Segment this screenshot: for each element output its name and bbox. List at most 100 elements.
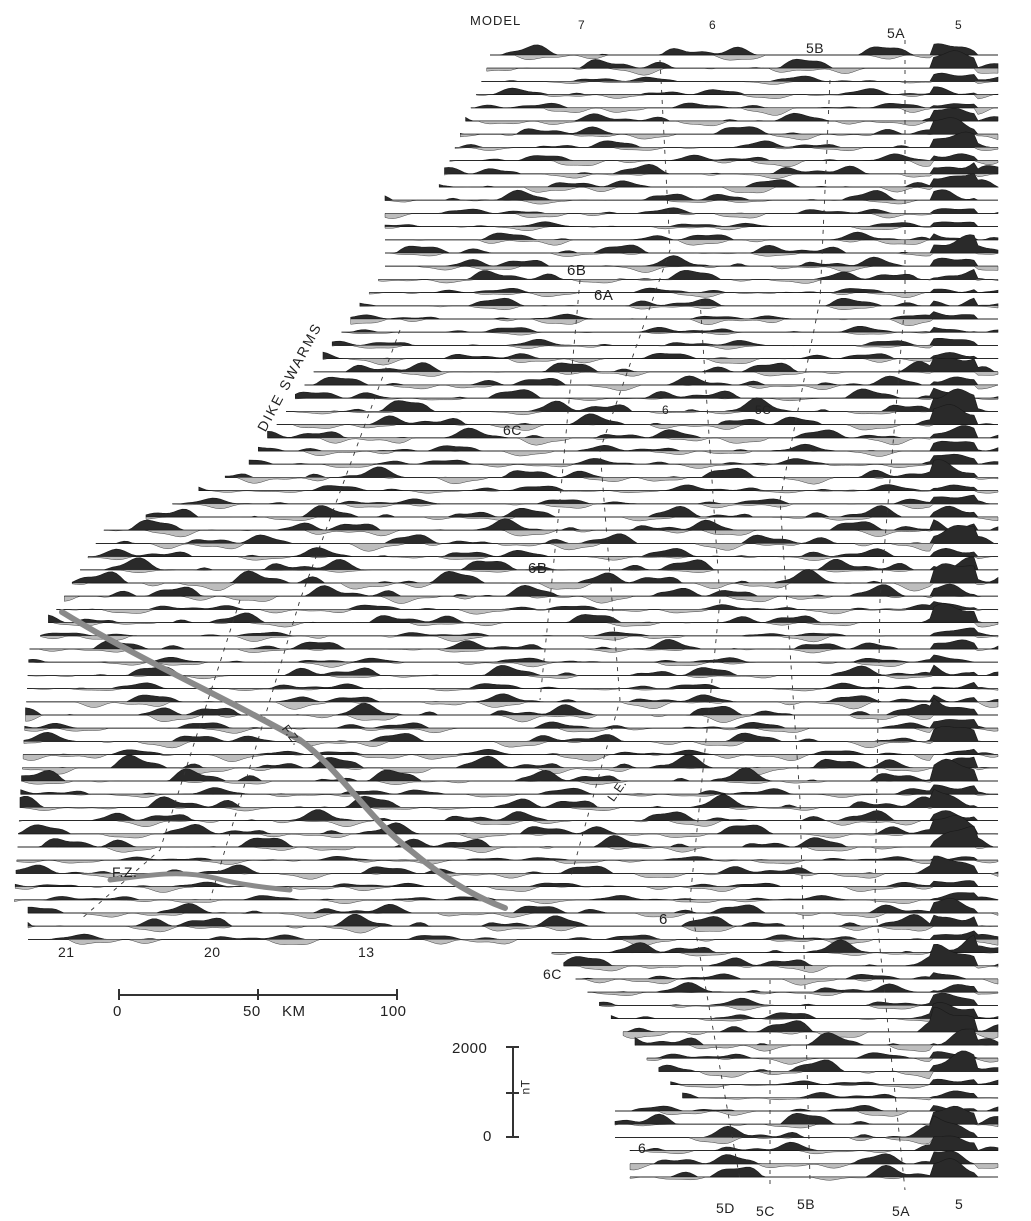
profile-positive-anomaly	[587, 982, 998, 993]
profile-positive-anomaly	[470, 102, 998, 109]
correlation-lines	[79, 40, 906, 1191]
profile-negative-anomaly	[449, 160, 999, 167]
profile-positive-anomaly	[29, 639, 999, 650]
fracture-zone-left-label: F.Z.	[112, 864, 138, 880]
profile-positive-anomaly	[14, 892, 999, 901]
profile-positive-anomaly	[575, 972, 998, 980]
anomaly-6-lower-label: 6	[659, 911, 668, 928]
profile-negative-anomaly	[304, 384, 999, 392]
profile-negative-anomaly	[72, 582, 998, 592]
profile-negative-anomaly	[25, 714, 998, 723]
profile-negative-anomaly	[369, 292, 998, 298]
profile-positive-anomaly	[19, 788, 998, 808]
profile-negative-anomaly	[15, 886, 999, 893]
profile-negative-anomaly	[22, 754, 999, 762]
profile-negative-anomaly	[322, 358, 998, 366]
profile-negative-anomaly	[198, 490, 999, 494]
profile-positive-anomaly	[634, 1028, 999, 1046]
profile-negative-anomaly	[286, 411, 998, 416]
profile-positive-anomaly	[476, 86, 999, 95]
profile-positive-anomaly	[19, 809, 998, 821]
profile-positive-anomaly	[16, 855, 998, 861]
profile-negative-anomaly	[470, 107, 998, 116]
profile-negative-anomaly	[24, 728, 999, 734]
profile-negative-anomaly	[359, 305, 999, 311]
profile-negative-anomaly	[490, 54, 998, 61]
profile-positive-anomaly	[28, 654, 998, 663]
profile-negative-anomaly	[384, 226, 998, 231]
profile-positive-anomaly	[384, 189, 998, 201]
profile-negative-anomaly	[476, 94, 998, 100]
profile-negative-anomaly	[634, 1044, 998, 1052]
anomaly-5d-label: 5D	[716, 1200, 735, 1216]
anomaly-6-top-label: 6	[709, 18, 717, 32]
profile-positive-anomaly	[670, 1078, 999, 1085]
anomaly-correlation-line	[79, 599, 241, 921]
profile-negative-anomaly	[622, 1031, 999, 1039]
profile-positive-anomaly	[20, 784, 998, 795]
profile-negative-anomaly	[27, 675, 998, 680]
anomaly-20-label: 20	[204, 944, 221, 960]
anomaly-5-bottom-label: 5	[955, 1196, 964, 1212]
profile-negative-anomaly	[258, 450, 998, 457]
profile-negative-anomaly	[28, 912, 999, 919]
profile-negative-anomaly	[28, 939, 999, 947]
profile-negative-anomaly	[80, 569, 998, 573]
profile-negative-anomaly	[103, 530, 998, 538]
anomaly-6c-upper-label: 6C	[503, 422, 522, 438]
profile-positive-anomaly	[286, 388, 998, 412]
anomaly-correlation-line	[779, 79, 831, 1181]
profile-positive-anomaly	[490, 43, 998, 56]
profile-positive-anomaly	[27, 681, 998, 689]
km-scale-unit: KM	[282, 1003, 306, 1020]
profile-negative-anomaly	[341, 332, 998, 336]
anomaly-6-bottom-label: 6	[638, 1140, 647, 1156]
anomaly-7-label: 7	[578, 18, 586, 32]
profile-negative-anomaly	[56, 609, 999, 615]
profile-negative-anomaly	[14, 899, 998, 905]
profile-positive-anomaly	[172, 494, 998, 505]
anomaly-5b-bottom-label: 5B	[797, 1196, 816, 1212]
anomaly-5c-mid-label: 5C	[755, 403, 772, 417]
km-scale-bar	[118, 989, 398, 1014]
anomaly-5b-top-label: 5B	[806, 40, 825, 56]
nt-scale-unit: nT	[518, 1079, 533, 1095]
profile-positive-anomaly	[322, 351, 999, 359]
profile-positive-anomaly	[48, 603, 999, 623]
profile-negative-anomaly	[27, 688, 999, 692]
profile-positive-anomaly	[449, 153, 998, 161]
profile-negative-anomaly	[313, 371, 999, 377]
profile-negative-anomaly	[486, 68, 999, 76]
profile-negative-anomaly	[378, 279, 999, 284]
profile-positive-anomaly	[646, 1051, 998, 1059]
profile-positive-anomaly	[378, 269, 998, 280]
profile-negative-anomaly	[28, 661, 998, 668]
profile-negative-anomaly	[658, 1071, 999, 1080]
profile-positive-anomaly	[615, 1104, 999, 1112]
anomaly-6b-lower-label: 6B	[528, 560, 548, 577]
profile-positive-anomaly	[460, 117, 998, 135]
anomaly-correlation-line	[874, 40, 906, 1191]
profile-negative-anomaly	[19, 807, 999, 812]
profile-positive-anomaly	[385, 207, 999, 214]
anomaly-correlation-line	[569, 59, 671, 881]
profile-positive-anomaly	[40, 627, 999, 637]
anomaly-6b-upper-label: 6B	[567, 262, 587, 279]
profile-negative-anomaly	[64, 595, 998, 604]
profile-positive-anomaly	[384, 221, 998, 227]
profile-positive-anomaly	[623, 1007, 999, 1033]
profile-negative-anomaly	[145, 516, 999, 522]
profile-negative-anomaly	[384, 252, 999, 257]
profile-positive-anomaly	[629, 1135, 999, 1151]
profile-negative-anomaly	[629, 1176, 999, 1181]
profile-negative-anomaly	[384, 213, 998, 219]
profile-positive-anomaly	[481, 72, 999, 82]
profile-negative-anomaly	[249, 464, 998, 469]
profile-negative-anomaly	[350, 318, 998, 326]
profile-positive-anomaly	[304, 375, 998, 386]
profile-negative-anomaly	[481, 81, 999, 85]
profile-negative-anomaly	[267, 437, 998, 446]
profile-positive-anomaly	[103, 518, 999, 531]
anomaly-5c-bottom-label: 5C	[756, 1203, 775, 1219]
profile-positive-anomaly	[682, 1090, 998, 1099]
